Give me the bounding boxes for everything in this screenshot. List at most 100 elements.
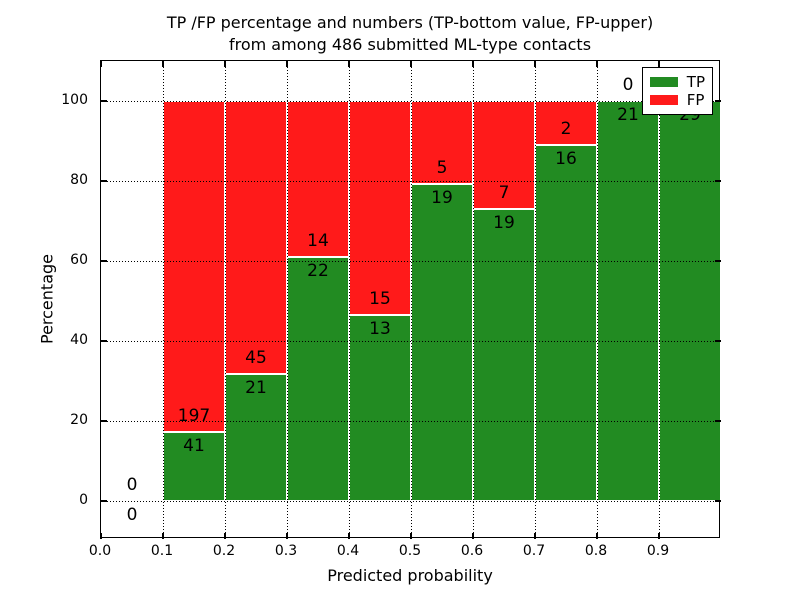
y-tick-label: 100 [61, 91, 88, 108]
x-tick-top [410, 61, 412, 67]
x-tick-label: 0.2 [212, 543, 236, 559]
y-tick-label: 20 [70, 411, 88, 428]
tp-count-label: 13 [369, 319, 391, 340]
x-tick-bottom [410, 533, 412, 539]
fp-count-label: 14 [307, 230, 329, 251]
x-tick-bottom [658, 533, 660, 539]
tp-bar-segment [349, 315, 411, 501]
ticks-layer [100, 61, 721, 539]
tp-bar-segment [287, 256, 349, 501]
y-tick-label: 40 [70, 331, 88, 348]
chart-title-line1: TP /FP percentage and numbers (TP-bottom… [166, 13, 654, 32]
vertical-gridline [472, 61, 474, 539]
x-tick-top [286, 61, 288, 67]
x-tick-bottom [224, 533, 226, 539]
x-tick-top [100, 61, 102, 67]
legend-entry-fp: FP [649, 91, 705, 109]
tp-bar-segment [411, 184, 473, 501]
tp-bar-segment [225, 373, 287, 501]
x-tick-label: 0.5 [398, 543, 422, 559]
x-tick-top [472, 61, 474, 67]
fp-bar-segment [163, 101, 225, 433]
fp-bar-segment [287, 101, 349, 257]
fp-count-label: 5 [436, 158, 448, 179]
x-tick-bottom [100, 533, 102, 539]
vertical-gridline [162, 61, 164, 539]
x-tick-top [534, 61, 536, 67]
bar-labels-layer: 0019741452114221513519719216021029 [101, 61, 721, 539]
x-tick-bottom [162, 533, 164, 539]
y-tick-right [715, 500, 721, 502]
x-tick-top [348, 61, 350, 67]
y-tick-right [715, 100, 721, 102]
bars-layer [101, 61, 721, 539]
gridlines-layer [101, 61, 721, 539]
tp-legend-label: TP [686, 73, 705, 91]
vertical-gridline [596, 61, 598, 539]
x-tick-bottom [472, 533, 474, 539]
fp-count-label: 0 [126, 475, 138, 495]
legend: TP FP [641, 67, 713, 115]
tp-bar-segment [163, 432, 225, 501]
tp-count-label: 19 [431, 188, 453, 209]
y-tick-label: 0 [79, 491, 88, 508]
x-tick-label: 0.3 [274, 543, 298, 559]
vertical-gridline [224, 61, 226, 539]
fp-bar-segment [473, 101, 535, 209]
chart-title-line2: from among 486 submitted ML-type contact… [228, 35, 592, 54]
y-tick-left [101, 100, 107, 102]
tp-count-label: 0 [126, 505, 138, 525]
fp-legend-label: FP [686, 91, 705, 109]
y-tick-label: 60 [70, 251, 88, 268]
legend-entry-tp: TP [649, 73, 705, 91]
x-tick-top [658, 61, 660, 67]
vertical-gridline [348, 61, 350, 539]
tp-count-label: 22 [307, 260, 329, 281]
tp-count-label: 16 [555, 149, 577, 170]
x-tick-bottom [534, 533, 536, 539]
vertical-gridline [410, 61, 412, 539]
tp-bar-segment [535, 145, 597, 501]
fp-count-label: 0 [622, 75, 634, 95]
y-tick-right [715, 180, 721, 182]
x-tick-label: 0.0 [88, 543, 112, 559]
x-tick-top [596, 61, 598, 67]
y-tick-left [101, 180, 107, 182]
x-tick-top [224, 61, 226, 67]
vertical-gridline [534, 61, 536, 539]
vertical-gridline [286, 61, 288, 539]
tp-count-label: 21 [245, 377, 267, 398]
plot-area: 0019741452114221513519719216021029 TP FP [100, 60, 721, 539]
fp-legend-swatch [649, 95, 678, 105]
x-tick-top [162, 61, 164, 67]
fp-count-label: 7 [498, 182, 510, 203]
y-tick-left [101, 260, 107, 262]
x-tick-label: 0.9 [646, 543, 670, 559]
y-tick-right [715, 420, 721, 422]
y-tick-right [715, 260, 721, 262]
fp-bar-segment [411, 101, 473, 185]
vertical-gridline [658, 61, 660, 539]
tp-count-label: 21 [617, 105, 639, 125]
y-tick-left [101, 420, 107, 422]
y-tick-right [715, 340, 721, 342]
tp-count-label: 19 [493, 212, 515, 233]
x-tick-label: 0.8 [584, 543, 608, 559]
x-axis-label: Predicted probability [327, 566, 493, 585]
tp-legend-swatch [649, 77, 678, 87]
tp-count-label: 41 [183, 436, 205, 457]
fp-count-label: 197 [177, 406, 211, 427]
fp-bar-segment [349, 101, 411, 316]
x-tick-bottom [596, 533, 598, 539]
fp-count-label: 45 [245, 347, 267, 368]
x-tick-label: 0.7 [522, 543, 546, 559]
x-tick-label: 0.1 [150, 543, 174, 559]
y-tick-left [101, 500, 107, 502]
x-tick-label: 0.6 [460, 543, 484, 559]
fp-bar-segment [535, 101, 597, 146]
x-tick-bottom [348, 533, 350, 539]
fp-count-label: 15 [369, 289, 391, 310]
y-tick-label: 80 [70, 171, 88, 188]
y-tick-left [101, 340, 107, 342]
